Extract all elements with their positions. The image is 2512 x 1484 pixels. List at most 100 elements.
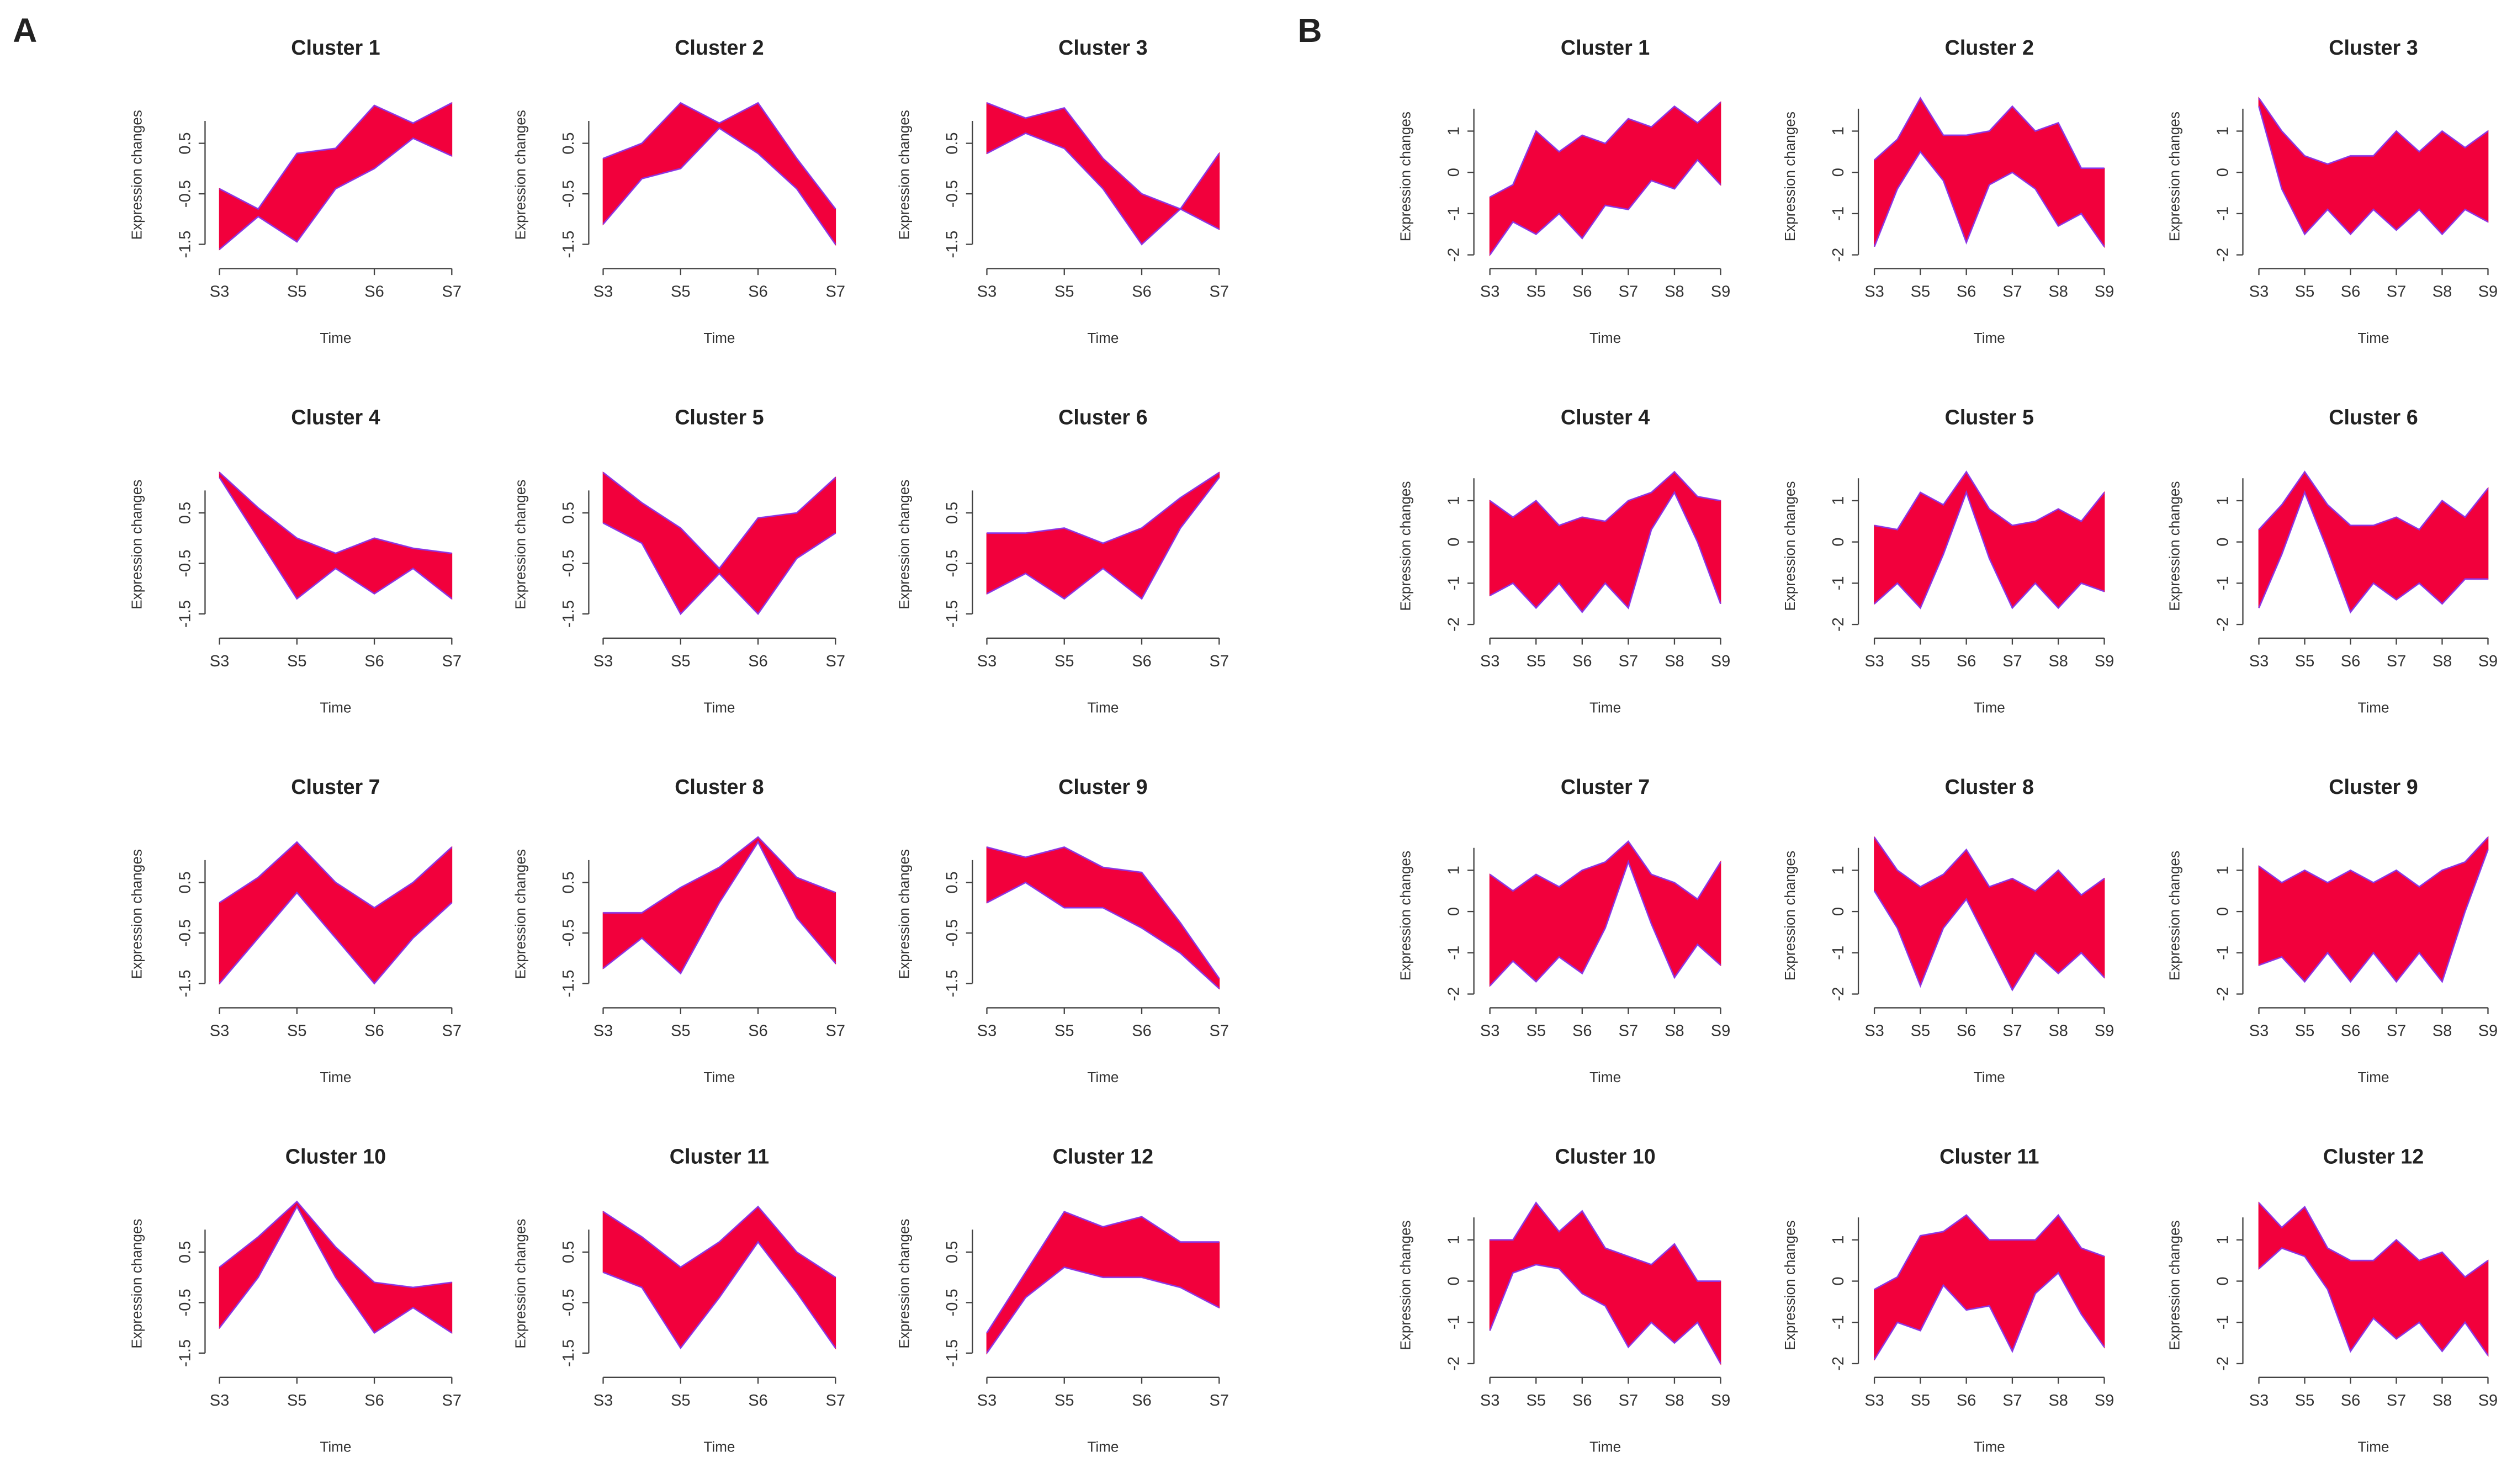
chart-title: Cluster 9 bbox=[1058, 775, 1147, 798]
x-tick-label: S6 bbox=[2341, 653, 2360, 670]
x-tick-label: S8 bbox=[2048, 1392, 2068, 1409]
x-tick-label: S6 bbox=[1572, 1022, 1592, 1040]
y-tick-label: 0.5 bbox=[176, 502, 194, 524]
y-tick-label: -1.5 bbox=[560, 1339, 577, 1367]
x-tick-label: S5 bbox=[671, 653, 690, 670]
upper-edge bbox=[219, 841, 453, 909]
upper-edge bbox=[219, 1200, 452, 1289]
upper-edge bbox=[219, 102, 452, 210]
x-tick-label: S9 bbox=[1711, 1392, 1730, 1409]
upper-edge bbox=[2258, 97, 2489, 165]
range-band bbox=[1489, 1202, 1721, 1366]
chart-title: Cluster 8 bbox=[1945, 775, 2034, 798]
range-band bbox=[219, 1201, 453, 1334]
x-tick-label: S6 bbox=[748, 1392, 767, 1409]
upper-edge bbox=[1489, 470, 1721, 527]
x-tick-label: S8 bbox=[2048, 653, 2068, 670]
upper-edge bbox=[1489, 102, 1721, 198]
y-tick-label: -2 bbox=[2214, 987, 2232, 1001]
y-axis-label: Expression changes bbox=[895, 480, 912, 610]
x-axis-label: Time bbox=[1589, 1069, 1621, 1085]
y-tick-label: 0.5 bbox=[560, 132, 577, 154]
chart-title: Cluster 12 bbox=[2323, 1144, 2424, 1168]
y-tick-label: -2 bbox=[1830, 987, 1847, 1001]
y-tick-label: -0.5 bbox=[944, 550, 961, 577]
x-tick-label: S5 bbox=[671, 283, 690, 301]
lower-edge bbox=[602, 840, 836, 975]
y-tick-label: -1.5 bbox=[560, 600, 577, 628]
chart-title: Cluster 1 bbox=[291, 36, 380, 59]
y-axis-label: Expression changes bbox=[895, 1219, 912, 1349]
x-tick-label: S3 bbox=[593, 653, 613, 670]
chart-title: Cluster 11 bbox=[670, 1144, 769, 1168]
lower-edge bbox=[2258, 1247, 2489, 1356]
y-axis-label: Expression changes bbox=[128, 849, 145, 979]
y-axis-label: Expression changes bbox=[1782, 1220, 1798, 1350]
range-band bbox=[1489, 101, 1721, 257]
lower-edge bbox=[2258, 490, 2488, 614]
y-axis-label: Expression changes bbox=[2166, 112, 2183, 241]
y-tick-label: -0.5 bbox=[176, 1289, 194, 1316]
y-tick-label: -1.5 bbox=[944, 1339, 961, 1367]
y-tick-label: -1 bbox=[1830, 946, 1847, 960]
y-axis-label: Expression changes bbox=[512, 1219, 528, 1349]
y-tick-label: 0 bbox=[1830, 907, 1847, 916]
lower-edge bbox=[1873, 890, 2105, 992]
x-tick-label: S9 bbox=[2478, 653, 2498, 670]
y-tick-label: 0 bbox=[1445, 168, 1462, 177]
x-tick-label: S7 bbox=[2002, 283, 2022, 301]
chart-title: Cluster 8 bbox=[675, 775, 764, 798]
y-tick-label: 0.5 bbox=[560, 1241, 577, 1263]
lower-edge bbox=[1489, 490, 1721, 613]
cluster-plot: Cluster 8 S3 S5 S6 S7 Time -1.5 -0.5 0.5 Expressi… bbox=[512, 775, 845, 1085]
x-axis-label: Time bbox=[703, 330, 735, 346]
upper-edge bbox=[986, 1210, 1220, 1334]
y-tick-label: 0 bbox=[1445, 538, 1462, 547]
y-tick-label: 1 bbox=[1830, 126, 1847, 135]
y-tick-label: -1 bbox=[1830, 576, 1847, 590]
range-band bbox=[986, 471, 1220, 600]
x-tick-label: S6 bbox=[748, 283, 767, 301]
cluster-plot: Cluster 6 S3 S5 S6 S7 Time -1.5 -0.5 0.5 Expressi… bbox=[895, 405, 1229, 716]
y-tick-label: -0.5 bbox=[176, 550, 194, 577]
x-tick-label: S6 bbox=[1572, 1392, 1592, 1409]
y-axis-label: Expression changes bbox=[1782, 481, 1798, 611]
x-tick-label: S8 bbox=[2432, 653, 2452, 670]
x-tick-label: S9 bbox=[1711, 1022, 1730, 1040]
cluster-plot: Cluster 6 S3 S5 S6 S7 S8 S9 Time -2 -1 0 1 Expressio… bbox=[2166, 405, 2498, 716]
y-tick-label: -2 bbox=[1445, 248, 1462, 262]
x-tick-label: S3 bbox=[2249, 1392, 2269, 1409]
cluster-plot: Cluster 9 S3 S5 S6 S7 S8 S9 Time -2 -1 0 1 Expressio… bbox=[2166, 775, 2498, 1085]
x-axis-label: Time bbox=[2357, 1069, 2389, 1085]
x-tick-label: S6 bbox=[1957, 283, 1976, 301]
y-tick-label: -2 bbox=[2214, 1356, 2232, 1371]
x-tick-label: S5 bbox=[1526, 1022, 1545, 1040]
x-axis-label: Time bbox=[2357, 330, 2389, 346]
y-tick-label: -1.5 bbox=[560, 231, 577, 258]
x-tick-label: S7 bbox=[2387, 1392, 2406, 1409]
y-tick-label: -2 bbox=[1830, 248, 1847, 262]
x-axis-label: Time bbox=[1974, 330, 2005, 346]
x-tick-label: S5 bbox=[2295, 1022, 2314, 1040]
x-tick-label: S7 bbox=[826, 1392, 845, 1409]
x-tick-label: S5 bbox=[1526, 1392, 1545, 1409]
y-tick-label: 0.5 bbox=[176, 1241, 194, 1263]
y-axis-label: Expression changes bbox=[128, 1219, 145, 1349]
x-tick-label: S7 bbox=[442, 283, 462, 301]
y-tick-label: 0 bbox=[2214, 907, 2232, 916]
y-tick-label: -1 bbox=[1445, 1315, 1462, 1329]
y-tick-label: -0.5 bbox=[176, 919, 194, 947]
y-tick-label: -1.5 bbox=[560, 969, 577, 997]
y-tick-label: 0.5 bbox=[944, 502, 961, 524]
lower-edge bbox=[602, 127, 836, 245]
panel-label: A bbox=[13, 12, 37, 49]
x-tick-label: S3 bbox=[977, 283, 997, 301]
range-band bbox=[602, 1206, 836, 1350]
x-tick-label: S7 bbox=[2387, 1022, 2406, 1040]
cluster-plot: Cluster 1 S3 S5 S6 S7 Time -1.5 -0.5 0.5 Expressi… bbox=[128, 36, 462, 346]
y-tick-label: 1 bbox=[2214, 866, 2232, 875]
x-tick-label: S7 bbox=[1210, 1022, 1229, 1040]
y-axis-label: Expression changes bbox=[1397, 851, 1414, 981]
chart-title: Cluster 11 bbox=[1939, 1144, 2039, 1168]
cluster-plot: Cluster 3 S3 S5 S6 S7 Time -1.5 -0.5 0.5 Expressi… bbox=[895, 36, 1229, 346]
